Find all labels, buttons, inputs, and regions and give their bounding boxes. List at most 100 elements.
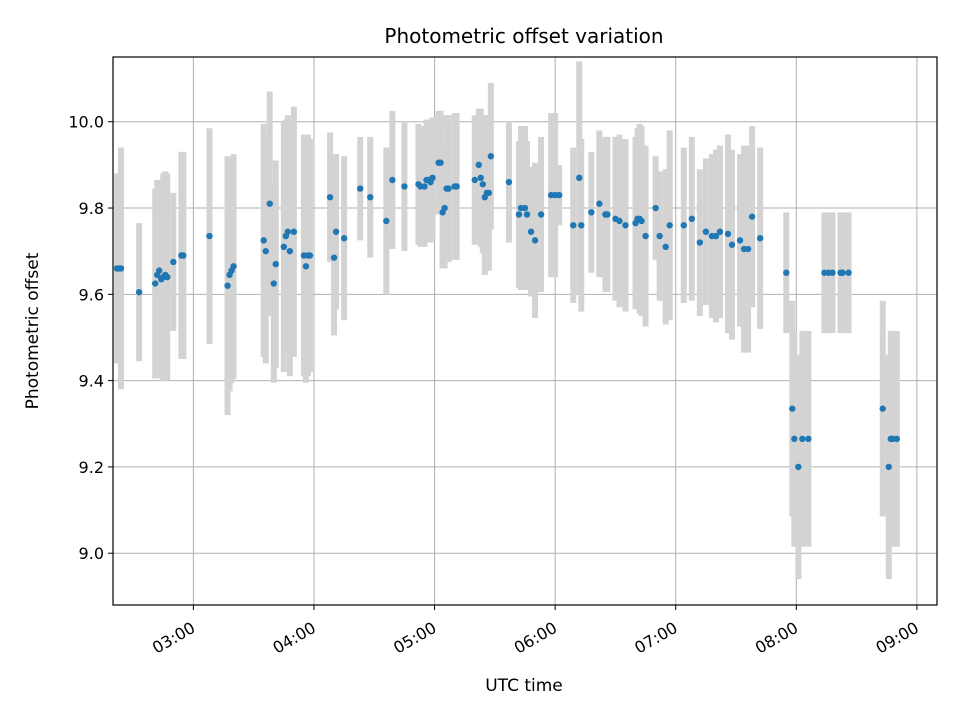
data-point <box>879 405 886 412</box>
data-point <box>656 232 663 240</box>
data-point <box>662 243 669 251</box>
data-point <box>270 280 277 287</box>
data-point <box>728 241 736 248</box>
y-tick-label: 9.2 <box>79 458 104 477</box>
x-tick-label: 09:00 <box>872 618 921 658</box>
data-point <box>135 288 143 296</box>
x-tick-label: 03:00 <box>149 618 198 658</box>
data-point <box>340 235 348 242</box>
y-tick-label: 9.6 <box>79 285 104 304</box>
data-point <box>367 194 374 201</box>
data-point <box>445 185 452 192</box>
x-axis-label: UTC time <box>485 676 563 696</box>
data-point <box>280 243 288 251</box>
data-point <box>845 269 852 276</box>
y-axis-label: Photometric offset <box>23 252 43 409</box>
data-point <box>441 204 448 212</box>
data-point <box>206 232 213 240</box>
data-point <box>702 228 710 235</box>
data-point <box>266 200 273 207</box>
data-point <box>893 435 901 443</box>
data-point <box>332 228 340 235</box>
y-tick-label: 9.4 <box>79 372 104 391</box>
data-point <box>712 232 720 240</box>
data-point <box>748 213 756 220</box>
data-point <box>156 267 163 274</box>
data-point <box>537 211 545 218</box>
data-point <box>260 237 267 244</box>
data-point <box>531 237 539 244</box>
data-point <box>756 235 764 242</box>
data-point <box>570 222 577 229</box>
data-point <box>152 280 159 287</box>
data-point <box>716 228 724 235</box>
data-point <box>487 153 495 160</box>
data-point <box>170 258 177 266</box>
data-point <box>527 228 535 235</box>
data-point <box>795 463 802 471</box>
x-axis: 03:00 04:00 05:00 06:00 07:00 08:00 09:00 <box>149 605 922 658</box>
data-point <box>622 222 629 229</box>
data-point <box>290 228 298 235</box>
data-point <box>616 217 623 225</box>
data-point <box>680 222 687 229</box>
data-point <box>555 191 563 199</box>
data-point <box>357 185 364 192</box>
data-points <box>113 153 901 471</box>
data-point <box>789 405 796 412</box>
data-point <box>326 194 334 201</box>
data-point <box>389 176 396 184</box>
data-point <box>791 435 798 443</box>
data-point <box>696 239 704 246</box>
data-point <box>604 211 611 218</box>
data-point <box>638 217 645 225</box>
data-point <box>286 247 294 255</box>
data-point <box>224 282 231 289</box>
data-point <box>596 200 603 207</box>
data-point <box>485 189 493 197</box>
data-point <box>515 211 523 218</box>
data-point <box>306 252 314 259</box>
data-point <box>330 254 338 261</box>
data-point <box>479 181 486 188</box>
data-point <box>230 263 237 270</box>
y-tick-label: 10.0 <box>68 113 104 132</box>
data-point <box>576 174 583 182</box>
data-point <box>117 265 125 272</box>
data-point <box>521 204 529 212</box>
data-point <box>437 159 444 166</box>
x-tick-label: 08:00 <box>752 618 801 658</box>
data-point <box>736 237 744 244</box>
data-point <box>284 228 292 235</box>
data-point <box>505 178 513 186</box>
x-tick-label: 05:00 <box>390 618 439 658</box>
data-point <box>164 273 171 281</box>
chart-title: Photometric offset variation <box>384 24 663 48</box>
data-point <box>724 230 732 238</box>
y-tick-label: 9.0 <box>79 544 104 563</box>
data-point <box>523 211 531 218</box>
y-tick-label: 9.8 <box>79 199 104 218</box>
data-point <box>885 463 892 471</box>
y-axis: 9.0 9.2 9.4 9.6 9.8 10.0 <box>68 113 113 563</box>
data-point <box>652 204 659 212</box>
data-point <box>783 269 790 276</box>
x-tick-label: 06:00 <box>511 618 560 658</box>
error-bars <box>114 61 900 580</box>
data-point <box>829 269 836 276</box>
data-point <box>180 252 187 259</box>
data-point <box>666 222 673 229</box>
data-point <box>302 263 310 270</box>
data-point <box>429 174 436 182</box>
x-tick-label: 07:00 <box>631 618 680 658</box>
data-point <box>475 161 482 169</box>
data-point <box>453 183 460 190</box>
data-point <box>272 260 279 268</box>
data-point <box>744 245 752 253</box>
data-point <box>421 183 428 190</box>
data-point <box>688 215 696 223</box>
data-point <box>262 247 269 255</box>
data-point <box>578 222 585 229</box>
data-point <box>839 269 846 276</box>
